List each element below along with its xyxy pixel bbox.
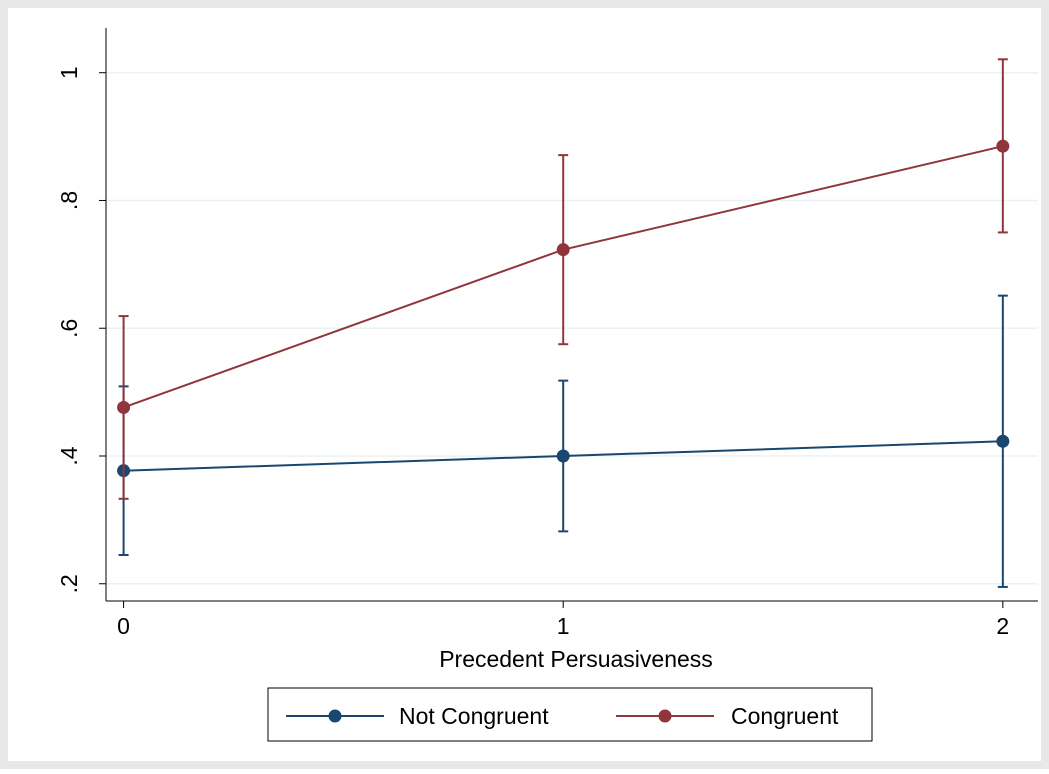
y-tick-label-0: .2 <box>56 574 82 593</box>
grid-layer <box>106 71 1038 585</box>
x-tick-label-0: 0 <box>117 613 130 639</box>
legend-item-0: Not Congruent <box>286 703 549 729</box>
ticks-layer: .2 .4 .6 .8 1 0 1 2 <box>56 66 1009 639</box>
plot-area <box>106 28 1038 601</box>
axes-layer <box>105 28 1038 602</box>
series-layer <box>117 58 1010 588</box>
legend-items: Not Congruent Congruent <box>286 703 839 729</box>
x-axis-title: Precedent Persuasiveness <box>439 646 713 672</box>
data-point-1-2 <box>996 139 1010 153</box>
y-tick-label-1: .4 <box>56 446 82 465</box>
legend-marker-1 <box>658 709 672 723</box>
legend-item-1: Congruent <box>616 703 839 729</box>
data-point-0-1 <box>556 449 570 463</box>
legend-label-0: Not Congruent <box>399 703 549 729</box>
series-1 <box>117 58 1010 500</box>
y-tick-label-2: .6 <box>56 319 82 338</box>
data-point-0-2 <box>996 434 1010 448</box>
x-tick-label-2: 2 <box>996 613 1009 639</box>
y-tick-label-4: 1 <box>56 66 82 79</box>
legend: Not Congruent Congruent <box>267 687 873 742</box>
x-tick-label-1: 1 <box>557 613 570 639</box>
legend-box <box>267 687 873 742</box>
legend-label-1: Congruent <box>731 703 839 729</box>
data-point-1-1 <box>556 243 570 257</box>
data-point-1-0 <box>117 400 131 414</box>
legend-marker-0 <box>328 709 342 723</box>
y-tick-label-3: .8 <box>56 191 82 210</box>
